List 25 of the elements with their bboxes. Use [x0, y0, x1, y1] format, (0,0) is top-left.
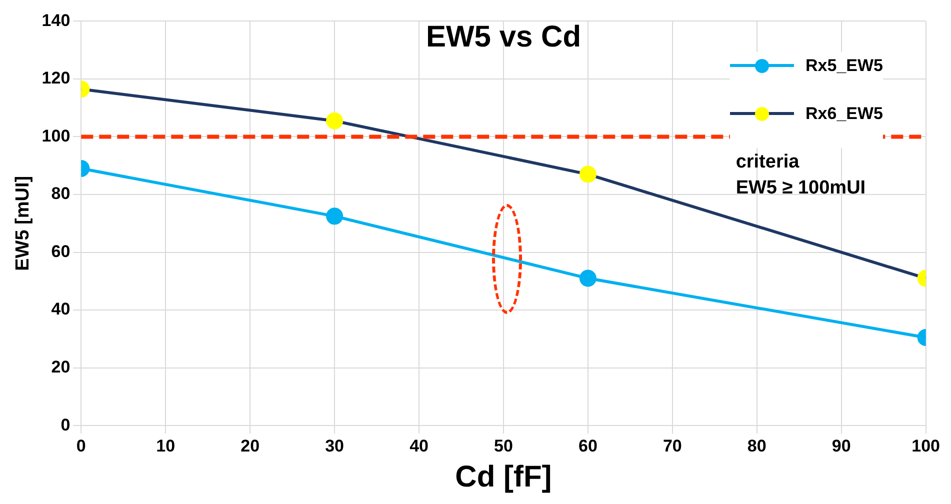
x-tick-label: 0 — [76, 436, 86, 456]
y-tick-label: 40 — [51, 300, 70, 319]
y-tick-label: 100 — [42, 126, 70, 146]
x-tick-label: 100 — [912, 436, 940, 456]
ref-line-label: criteria EW5 ≥ 100mUI — [736, 151, 866, 198]
x-tick-label: 20 — [240, 436, 260, 456]
y-tick-label: 80 — [51, 184, 70, 204]
x-tick-label: 70 — [662, 436, 682, 456]
x-tick-label: 50 — [494, 436, 513, 456]
y-tick-label: 120 — [42, 68, 70, 88]
y-tick-label: 20 — [51, 358, 70, 377]
x-tick-label: 90 — [832, 436, 851, 456]
y-tick-label: 0 — [60, 415, 70, 434]
x-tick-label: 30 — [325, 436, 344, 456]
x-tick-label: 60 — [578, 436, 598, 456]
y-tick-label: 140 — [42, 10, 70, 30]
chart-title: EW5 vs Cd — [426, 20, 582, 54]
legend-label: Rx5_EW5 — [806, 56, 883, 76]
y-tick-label: 60 — [51, 242, 70, 261]
legend-label: Rx6_EW5 — [806, 104, 883, 124]
x-axis-title: Cd [fF] — [455, 460, 552, 494]
x-tick-label: 40 — [410, 436, 428, 456]
y-axis-title: EW5 [mUI] — [12, 176, 34, 271]
x-tick-label: 80 — [747, 436, 766, 456]
x-tick-label: 10 — [156, 436, 176, 456]
